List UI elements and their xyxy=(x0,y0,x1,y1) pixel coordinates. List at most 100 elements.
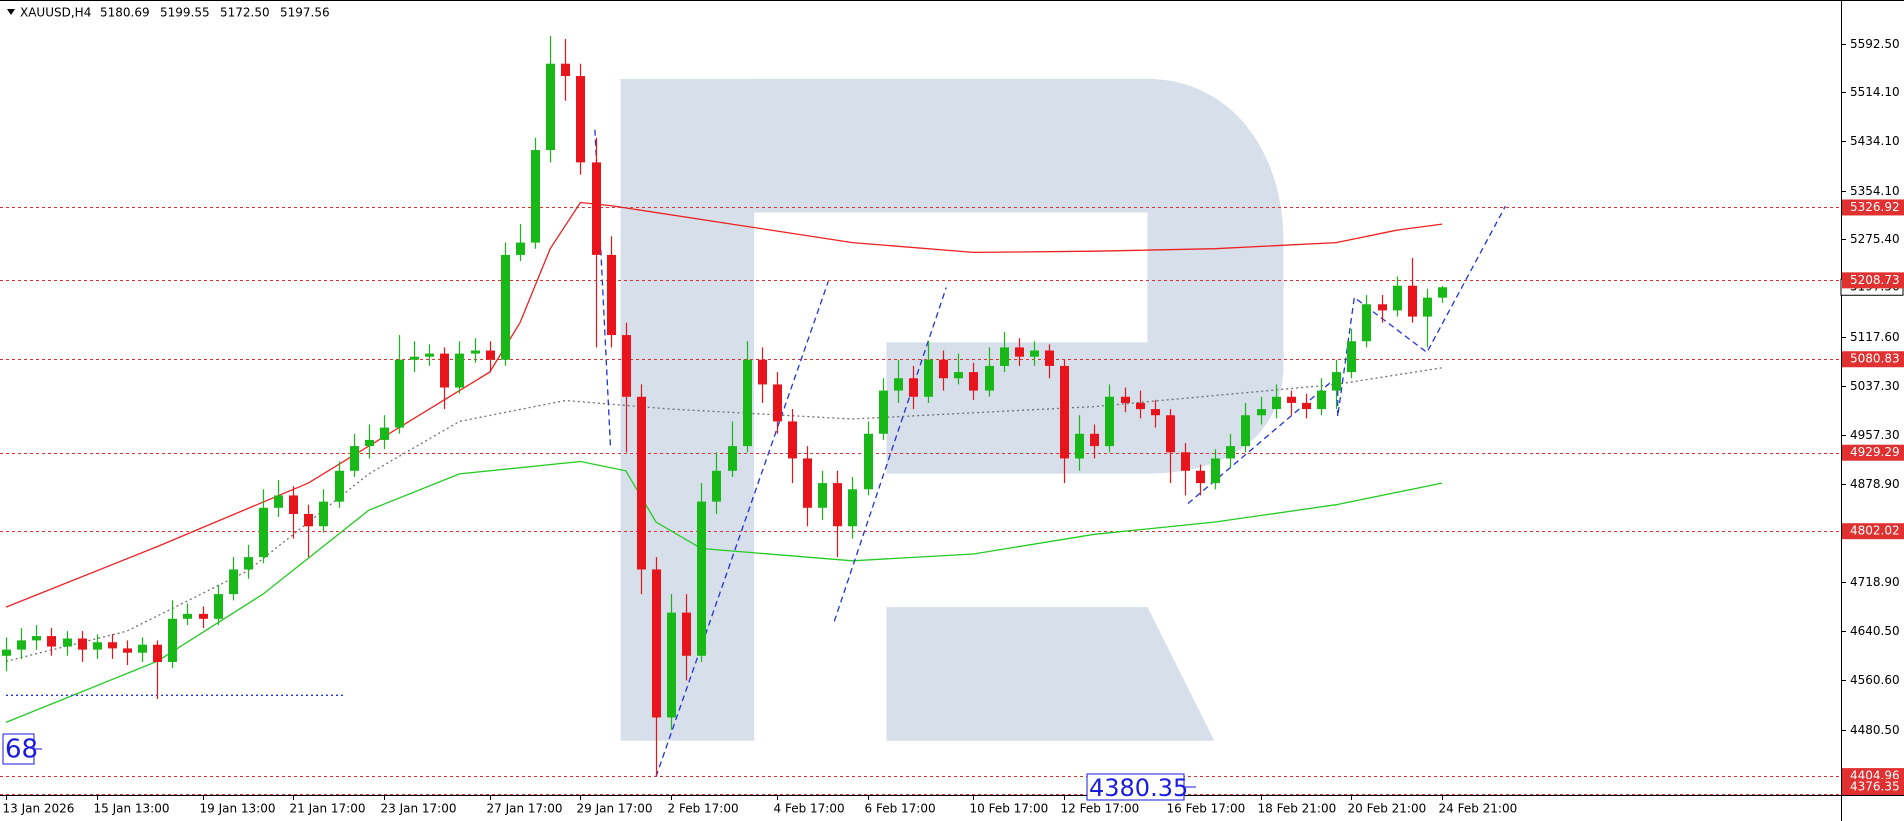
y-tick-label: 5117.60 xyxy=(1850,330,1900,344)
candle-body xyxy=(455,353,464,388)
candle-body xyxy=(1241,415,1250,447)
x-tick-label: 23 Jan 17:00 xyxy=(381,802,457,816)
candle-body xyxy=(607,254,616,336)
indicator-line xyxy=(655,281,829,777)
x-tick-label: 21 Jan 17:00 xyxy=(290,802,366,816)
x-tick-label: 16 Feb 17:00 xyxy=(1167,802,1246,816)
candle-body xyxy=(1136,402,1145,410)
candle-body xyxy=(969,372,978,391)
candle-body xyxy=(833,483,842,527)
candle-body xyxy=(410,356,419,360)
level-label: 4376.35 xyxy=(1850,780,1900,794)
candle-body xyxy=(319,501,328,527)
candle-body xyxy=(788,421,797,459)
x-tick-label: 6 Feb 17:00 xyxy=(865,802,936,816)
candle-body xyxy=(1196,470,1205,484)
candle-body xyxy=(350,446,359,471)
candle-body xyxy=(138,644,147,653)
candle-body xyxy=(1151,409,1160,416)
x-tick-label: 24 Feb 21:00 xyxy=(1439,802,1518,816)
candle-body xyxy=(652,569,661,718)
candle-body xyxy=(1362,304,1371,342)
candle-body xyxy=(1438,287,1447,298)
y-tick-label: 5592.50 xyxy=(1850,37,1900,51)
y-tick-label: 4878.90 xyxy=(1850,477,1900,491)
y-tick-label: 5354.10 xyxy=(1850,184,1900,198)
candle-body xyxy=(47,636,56,647)
x-tick-label: 10 Feb 17:00 xyxy=(970,802,1049,816)
y-tick-label: 4560.60 xyxy=(1850,673,1900,687)
y-tick-label: 5037.30 xyxy=(1850,379,1900,393)
candle-body xyxy=(879,390,888,434)
candle-body xyxy=(864,433,873,490)
candle-body xyxy=(1423,297,1432,317)
candle-body xyxy=(63,638,72,647)
candle-body xyxy=(304,513,313,527)
y-tick-label: 4957.30 xyxy=(1850,428,1900,442)
candle-body xyxy=(244,557,253,570)
candle-body xyxy=(697,501,706,656)
candle-body xyxy=(576,76,585,163)
candle-body xyxy=(773,384,782,422)
candle-body xyxy=(622,335,631,397)
candle-body xyxy=(108,642,117,649)
annotation-box xyxy=(2,733,35,765)
x-tick-label: 2 Feb 17:00 xyxy=(668,802,739,816)
candle-body xyxy=(637,396,646,570)
watermark-leg xyxy=(886,607,1215,741)
menu-arrow[interactable] xyxy=(7,9,15,15)
candle-body xyxy=(471,350,480,354)
indicator-line xyxy=(833,287,947,622)
level-label: 4802.02 xyxy=(1850,524,1900,538)
header-high: 5199.55 xyxy=(160,6,210,20)
candle-body xyxy=(32,636,41,641)
candle-body xyxy=(395,359,404,428)
candle-body xyxy=(1090,433,1099,447)
candle-body xyxy=(1332,372,1341,391)
level-label-box xyxy=(1842,523,1904,540)
candle-body xyxy=(1000,347,1009,366)
candle-body xyxy=(123,648,132,653)
x-tick-label: 13 Jan 2026 xyxy=(3,802,75,816)
candle-body xyxy=(667,612,676,718)
candle-body xyxy=(546,63,555,151)
candle-body xyxy=(985,365,994,391)
candle-body xyxy=(1272,396,1281,410)
y-tick-label: 4480.50 xyxy=(1850,723,1900,737)
candle-body xyxy=(259,507,268,558)
candle-body xyxy=(1226,446,1235,459)
candle-body xyxy=(1015,347,1024,357)
candle-body xyxy=(1257,409,1266,416)
candle-body xyxy=(954,372,963,379)
candle-body xyxy=(93,642,102,650)
x-tick-label: 19 Jan 13:00 xyxy=(200,802,276,816)
y-tick-label: 4640.50 xyxy=(1850,624,1900,638)
candle-body xyxy=(274,495,283,508)
x-tick-label: 29 Jan 17:00 xyxy=(577,802,653,816)
header-open: 5180.69 xyxy=(100,6,150,20)
level-label-box xyxy=(1842,272,1904,289)
candle-body xyxy=(682,612,691,656)
level-label: 5080.83 xyxy=(1850,352,1900,366)
plot-layer xyxy=(0,35,1841,795)
level-label-box xyxy=(1842,779,1904,795)
candle-body xyxy=(1393,285,1402,311)
watermark xyxy=(620,78,1284,741)
candle-body xyxy=(1075,433,1084,459)
candle-body xyxy=(1211,458,1220,484)
candle-body xyxy=(516,242,525,255)
annotation: 4380.35 xyxy=(1089,774,1188,802)
y-tick-label: 5514.10 xyxy=(1850,85,1900,99)
candle-body xyxy=(440,353,449,388)
candle-body xyxy=(758,359,767,385)
candle-body xyxy=(229,569,238,595)
candle-body xyxy=(728,446,737,471)
candle-body xyxy=(1287,396,1296,403)
chart-title: XAUUSD,H4 xyxy=(20,6,91,20)
level-label: 5208.73 xyxy=(1850,273,1900,287)
candle-body xyxy=(1378,304,1387,311)
candle-body xyxy=(592,162,601,255)
candle-body xyxy=(1060,365,1069,459)
x-tick-label: 27 Jan 17:00 xyxy=(487,802,563,816)
